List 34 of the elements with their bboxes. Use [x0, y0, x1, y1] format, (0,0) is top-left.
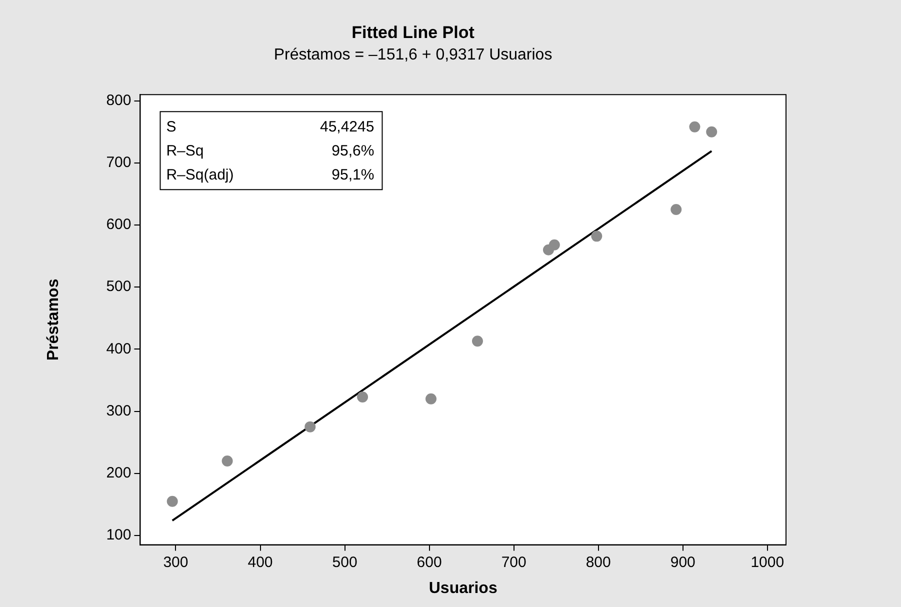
text: R–Sq 95,6% [166, 142, 374, 160]
point [670, 204, 682, 215]
point [706, 126, 718, 138]
x-tick-label: 900 [670, 554, 696, 571]
x-tick-label: 700 [501, 554, 526, 571]
y-tick-label: 500 [106, 278, 132, 296]
y-tick-label: 700 [106, 154, 132, 172]
point [222, 455, 233, 466]
point [689, 121, 700, 132]
y-tick-label: 400 [106, 340, 132, 358]
text: S 45,4245 [166, 118, 374, 136]
y-tick-label: 300 [106, 402, 132, 420]
point [166, 496, 178, 507]
point [548, 239, 560, 250]
x-axis-title: Usuarios [428, 580, 498, 597]
point [425, 393, 436, 404]
y-axis-title: Préstamos [45, 278, 62, 361]
y-tick-label: 100 [106, 526, 132, 544]
x-tick-label: 1000 [750, 554, 784, 571]
point [472, 336, 483, 347]
chart-title: Fitted Line Plot [352, 22, 475, 42]
chart-subtitle: Préstamos = –151,6 + 0,9317 Usuarios [274, 46, 552, 64]
y-tick-label: 800 [106, 92, 132, 109]
text: R–Sq(adj) 95,1% [166, 166, 374, 184]
x-tick-label: 400 [248, 554, 273, 571]
x-tick-label: 300 [163, 554, 188, 571]
point [591, 230, 602, 242]
point [304, 421, 316, 432]
x-tick-label: 800 [586, 554, 611, 571]
x-tick-label: 500 [332, 554, 358, 571]
y-tick-label: 200 [106, 464, 132, 482]
y-tick-label: 600 [106, 216, 132, 234]
point [357, 392, 368, 403]
x-tick-label: 600 [416, 554, 442, 571]
